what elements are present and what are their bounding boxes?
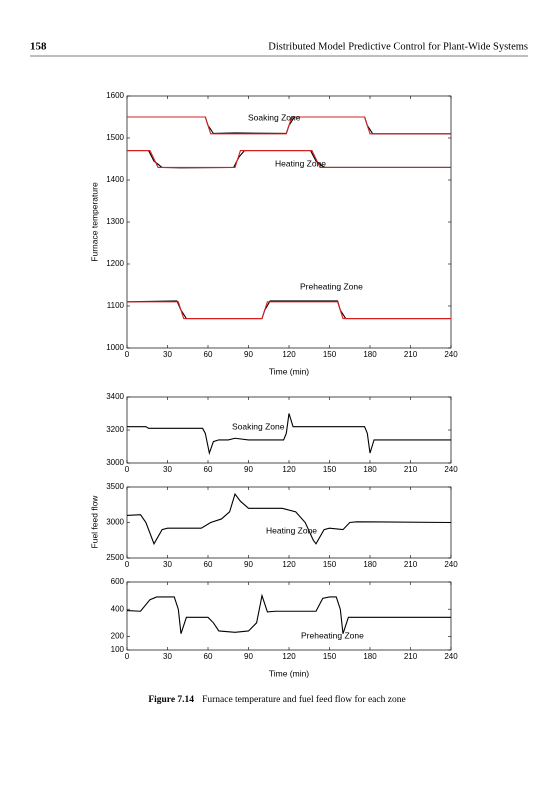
x-tick-label: 150 bbox=[323, 560, 337, 569]
x-tick-label: 210 bbox=[404, 350, 418, 359]
zone-annotation: Heating Zone bbox=[275, 158, 326, 168]
page-number: 158 bbox=[30, 41, 47, 53]
y-tick-label: 1100 bbox=[107, 301, 125, 310]
x-tick-label: 60 bbox=[204, 560, 213, 569]
data-line bbox=[126, 492, 452, 546]
x-tick-label: 240 bbox=[444, 350, 458, 359]
x-tick-label: 30 bbox=[163, 652, 172, 661]
x-tick-label: 180 bbox=[363, 652, 377, 661]
y-tick-label: 1300 bbox=[106, 217, 124, 226]
y-axis-label: Furnace temperature bbox=[89, 182, 99, 262]
data-line bbox=[127, 116, 451, 135]
x-tick-label: 150 bbox=[323, 350, 337, 359]
x-tick-label: 60 bbox=[204, 465, 213, 474]
zone-annotation: Heating Zone bbox=[266, 525, 317, 535]
x-tick-label: 240 bbox=[444, 560, 458, 569]
y-tick-label: 2500 bbox=[106, 553, 124, 562]
x-tick-label: 120 bbox=[282, 350, 296, 359]
x-tick-label: 90 bbox=[244, 465, 253, 474]
plot-frame bbox=[126, 581, 452, 651]
x-tick-label: 240 bbox=[444, 652, 458, 661]
caption-label: Figure 7.14 bbox=[148, 695, 194, 705]
y-tick-label: 600 bbox=[111, 577, 125, 586]
y-tick-label: 1000 bbox=[106, 343, 124, 352]
x-tick-label: 30 bbox=[163, 350, 172, 359]
x-axis-label: Time (min) bbox=[269, 366, 309, 376]
data-line bbox=[127, 150, 451, 168]
zone-annotation: Preheating Zone bbox=[301, 630, 364, 640]
y-tick-label: 3000 bbox=[106, 518, 124, 527]
y-tick-label: 3200 bbox=[106, 425, 124, 434]
y-tick-label: 3000 bbox=[106, 458, 124, 467]
x-tick-label: 210 bbox=[404, 560, 418, 569]
x-tick-label: 120 bbox=[282, 465, 296, 474]
data-line bbox=[127, 301, 451, 320]
plot-frame bbox=[126, 396, 452, 464]
x-tick-label: 240 bbox=[444, 465, 458, 474]
x-tick-label: 0 bbox=[125, 652, 130, 661]
y-tick-label: 400 bbox=[111, 604, 125, 613]
y-tick-label: 200 bbox=[111, 632, 125, 641]
y-tick-label: 1400 bbox=[106, 175, 124, 184]
x-tick-label: 180 bbox=[363, 560, 377, 569]
y-tick-label: 3500 bbox=[106, 482, 124, 491]
x-tick-label: 150 bbox=[323, 652, 337, 661]
running-title: Distributed Model Predictive Control for… bbox=[268, 41, 528, 52]
x-tick-label: 90 bbox=[244, 560, 253, 569]
x-tick-label: 120 bbox=[282, 652, 296, 661]
x-tick-label: 0 bbox=[125, 465, 130, 474]
x-tick-label: 90 bbox=[244, 652, 253, 661]
y-tick-label: 1500 bbox=[106, 133, 124, 142]
y-axis-label: Fuel feed flow bbox=[89, 495, 99, 549]
y-tick-label: 3400 bbox=[106, 392, 124, 401]
data-line bbox=[127, 413, 451, 456]
x-axis-label: Time (min) bbox=[269, 668, 309, 678]
x-tick-label: 120 bbox=[282, 560, 296, 569]
x-tick-label: 60 bbox=[204, 350, 213, 359]
data-line bbox=[126, 593, 451, 634]
x-tick-label: 30 bbox=[163, 465, 172, 474]
x-tick-label: 0 bbox=[125, 350, 130, 359]
x-tick-label: 210 bbox=[404, 652, 418, 661]
x-tick-label: 150 bbox=[323, 465, 337, 474]
caption: Figure 7.14 Furnace temperature and fuel … bbox=[148, 694, 405, 705]
x-tick-label: 180 bbox=[363, 465, 377, 474]
data-line bbox=[126, 300, 451, 320]
x-tick-label: 210 bbox=[404, 465, 418, 474]
y-tick-label: 100 bbox=[111, 645, 125, 654]
zone-annotation: Soaking Zone bbox=[232, 421, 285, 431]
caption-text: Furnace temperature and fuel feed flow f… bbox=[202, 694, 406, 705]
x-tick-label: 0 bbox=[125, 560, 130, 569]
x-tick-label: 180 bbox=[363, 350, 377, 359]
x-tick-label: 30 bbox=[163, 560, 172, 569]
x-tick-label: 60 bbox=[204, 652, 213, 661]
y-tick-label: 1200 bbox=[106, 259, 124, 268]
y-tick-label: 1600 bbox=[106, 91, 124, 100]
zone-annotation: Soaking Zone bbox=[248, 112, 301, 122]
x-tick-label: 90 bbox=[244, 350, 253, 359]
zone-annotation: Preheating Zone bbox=[300, 281, 363, 291]
